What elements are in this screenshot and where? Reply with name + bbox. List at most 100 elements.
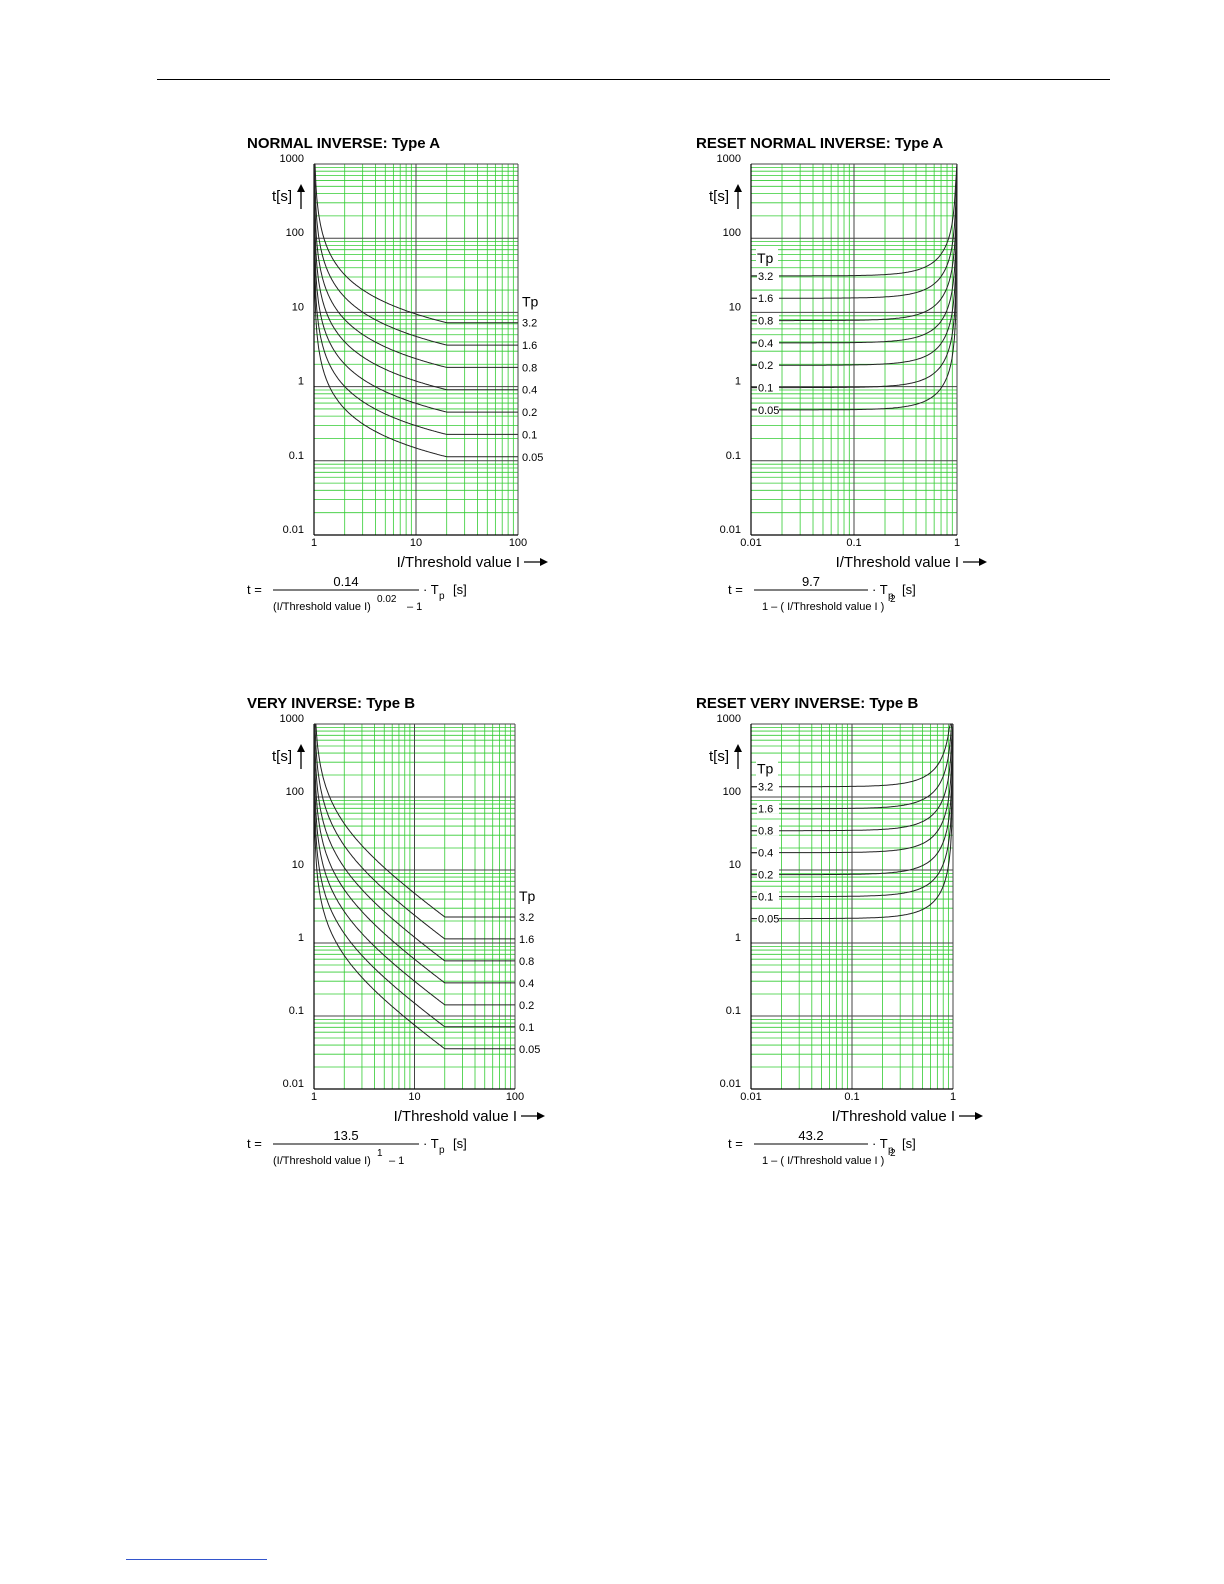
formula-denominator: 1 – ( I/Threshold value I )	[762, 601, 884, 613]
tp-label-bg	[757, 292, 779, 304]
formula-subscript: p	[439, 1145, 445, 1156]
tp-label: 0.1	[758, 383, 773, 395]
x-tick-label: 10	[410, 537, 422, 549]
formula-tail: · T	[423, 582, 439, 597]
tp-label-bg	[757, 359, 779, 371]
grid	[313, 723, 516, 1090]
tp-label: 0.1	[758, 892, 773, 904]
tp-label-bg	[757, 269, 779, 281]
series-line-tp-0.05	[751, 723, 954, 920]
tp-label-bg	[757, 336, 779, 348]
tp-label-bg	[757, 846, 779, 858]
tp-label: 3.2	[758, 271, 773, 283]
series-curves	[313, 723, 515, 1050]
x-axis-label: I/Threshold value I	[836, 554, 959, 571]
y-tick-label: 1000	[717, 713, 741, 725]
series-curves	[751, 723, 954, 920]
series-line-tp-0.2	[313, 723, 515, 1006]
formula-lhs: t =	[247, 582, 262, 597]
grid	[750, 723, 954, 1090]
tp-label: 1.6	[522, 340, 537, 352]
x-tick-label: 0.01	[740, 1091, 761, 1103]
tp-label: 0.4	[519, 978, 534, 990]
formula-lhs: t =	[247, 1136, 262, 1151]
tp-label: 0.05	[758, 405, 779, 417]
y-axis-arrowhead	[734, 184, 742, 192]
formula-tail: · T	[872, 1136, 888, 1151]
tp-label: 0.1	[519, 1022, 534, 1034]
formula-subscript: p	[888, 591, 894, 602]
y-tick-label: 10	[729, 301, 741, 313]
tp-label: 0.05	[519, 1044, 540, 1056]
tp-label: 0.8	[519, 956, 534, 968]
y-axis-label: t[s]	[709, 188, 729, 205]
y-tick-label: 0.1	[726, 450, 741, 462]
tp-legend-title: Tp	[757, 250, 774, 266]
y-tick-label: 100	[286, 786, 304, 798]
tp-label-bg	[757, 868, 779, 880]
series-line-tp-0.1	[313, 163, 518, 435]
series-line-tp-0.4	[751, 723, 954, 854]
series-line-tp-0.05	[751, 163, 958, 411]
x-tick-label: 100	[509, 537, 527, 549]
tp-label: 0.4	[758, 848, 773, 860]
y-tick-label: 100	[723, 227, 741, 239]
tp-label: 3.2	[519, 912, 534, 924]
formula-subscript: p	[439, 591, 445, 602]
series-line-tp-0.1	[313, 723, 515, 1028]
tp-label: 3.2	[758, 782, 773, 794]
formula-numerator: 0.14	[333, 574, 358, 589]
y-tick-label: 0.1	[289, 450, 304, 462]
formula-numerator: 9.7	[802, 574, 820, 589]
tp-label: 0.2	[522, 407, 537, 419]
series-line-tp-0.1	[751, 163, 958, 389]
series-line-tp-1.6	[313, 723, 515, 940]
tp-label: 0.4	[522, 385, 537, 397]
y-tick-label: 0.01	[720, 1078, 741, 1090]
tp-label: 0.8	[522, 362, 537, 374]
x-tick-label: 1	[950, 1091, 956, 1103]
x-axis-arrowhead	[979, 558, 987, 566]
tp-label-bg	[757, 314, 779, 326]
tp-label: 0.8	[758, 826, 773, 838]
series-line-tp-0.2	[313, 163, 518, 413]
tp-label: 1.6	[758, 293, 773, 305]
x-axis-label: I/Threshold value I	[394, 1108, 517, 1125]
series-line-tp-0.4	[313, 163, 518, 391]
y-tick-label: 1	[298, 932, 304, 944]
x-axis-arrowhead	[540, 558, 548, 566]
series-line-tp-3.2	[751, 723, 953, 788]
chart-title: VERY INVERSE: Type B	[247, 695, 415, 712]
formula-exponent: 2	[890, 1148, 896, 1159]
x-tick-label: 0.01	[740, 537, 761, 549]
series-curves	[313, 163, 518, 458]
formula-lhs: t =	[728, 582, 743, 597]
chart-title: NORMAL INVERSE: Type A	[247, 135, 440, 152]
y-axis-arrowhead	[734, 744, 742, 752]
x-tick-label: 1	[311, 537, 317, 549]
x-tick-label: 0.1	[846, 537, 861, 549]
formula-numerator: 43.2	[798, 1128, 823, 1143]
series-line-tp-1.6	[751, 163, 958, 299]
x-tick-label: 1	[954, 537, 960, 549]
y-tick-label: 1000	[280, 153, 304, 165]
tp-label-bg	[757, 780, 779, 792]
footnote-rule	[126, 1559, 267, 1560]
series-line-tp-0.2	[751, 723, 954, 876]
y-axis-arrowhead	[297, 744, 305, 752]
series-line-tp-0.8	[751, 723, 954, 832]
x-axis-label: I/Threshold value I	[832, 1108, 955, 1125]
series-line-tp-0.2	[751, 163, 958, 366]
y-tick-label: 0.1	[726, 1005, 741, 1017]
series-line-tp-0.4	[751, 163, 958, 344]
tp-label-bg	[757, 802, 779, 814]
y-tick-label: 0.01	[720, 524, 741, 536]
formula-numerator: 13.5	[333, 1128, 358, 1143]
formula-unit: [s]	[902, 1136, 916, 1151]
formula-unit: [s]	[453, 1136, 467, 1151]
series-line-tp-1.6	[751, 723, 953, 810]
tp-legend-title: Tp	[519, 888, 536, 904]
